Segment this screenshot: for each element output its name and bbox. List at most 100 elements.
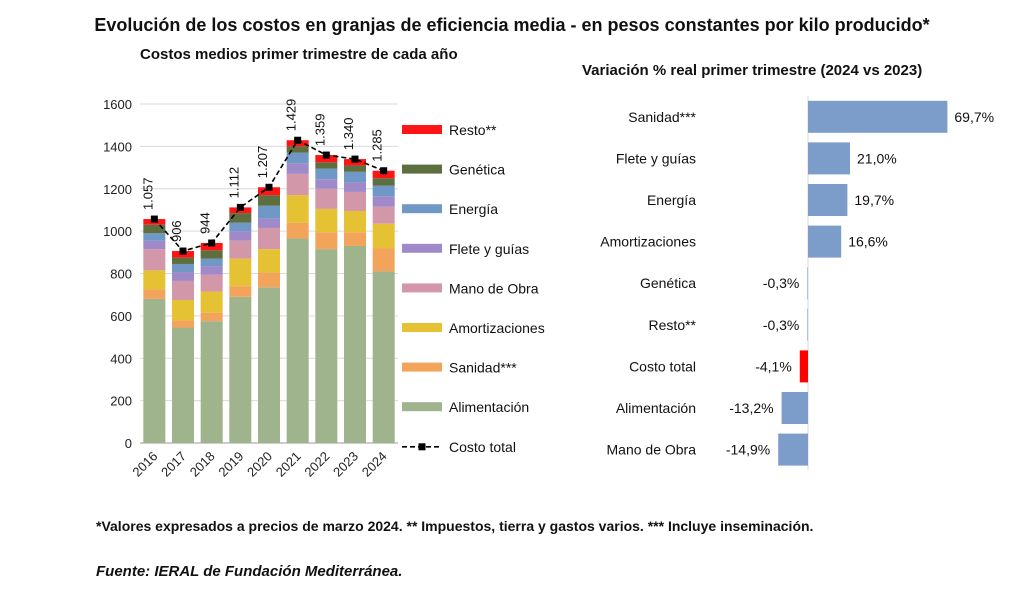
- legend-label: Energía: [449, 201, 498, 217]
- bar-segment: [143, 289, 166, 299]
- hbar: [808, 100, 948, 133]
- category-label: Energía: [647, 192, 696, 208]
- category-label: Resto**: [649, 317, 697, 333]
- hbar: [808, 142, 850, 175]
- bar-segment: [315, 155, 338, 163]
- total-cost-marker: [380, 167, 388, 175]
- legend-swatch: [402, 283, 442, 293]
- bar-segment: [286, 222, 309, 239]
- x-tick-label: 2020: [244, 449, 275, 480]
- bar-segment: [200, 258, 223, 267]
- x-tick-label: 2024: [359, 449, 390, 480]
- bar-segment: [315, 162, 338, 169]
- value-label: -4,1%: [755, 358, 792, 374]
- hbar: [807, 267, 808, 300]
- bar-segment: [286, 238, 309, 443]
- bar-segment: [229, 258, 252, 287]
- legend-swatch: [402, 125, 442, 134]
- bar-segment: [172, 263, 194, 273]
- total-cost-marker: [236, 203, 244, 211]
- category-label: Genética: [640, 275, 696, 291]
- bar-segment: [286, 146, 309, 153]
- x-tick-label: 2021: [273, 449, 304, 480]
- bar-segment: [143, 298, 166, 443]
- bar-segment: [258, 195, 280, 206]
- total-cost-label: 906: [169, 220, 184, 242]
- bar-segment: [344, 165, 366, 172]
- legend-swatch: [402, 164, 442, 174]
- y-tick-label: 1400: [103, 139, 132, 154]
- bar-segment: [229, 213, 252, 223]
- bar-segment: [200, 266, 223, 275]
- bar-segment: [315, 179, 338, 189]
- bar-segment: [229, 286, 252, 297]
- total-cost-marker: [208, 239, 216, 247]
- bar-segment: [200, 250, 223, 259]
- category-label: Flete y guías: [616, 150, 696, 166]
- bar-segment: [344, 182, 366, 192]
- bar-segment: [258, 249, 280, 273]
- bar-segment: [143, 270, 166, 290]
- total-cost-marker: [294, 136, 302, 144]
- category-label: Alimentación: [616, 400, 696, 416]
- bar-segment: [229, 222, 252, 232]
- bar-segment: [258, 205, 280, 219]
- bar-segment: [143, 249, 166, 271]
- value-label: 19,7%: [854, 192, 894, 208]
- bar-segment: [372, 223, 395, 249]
- bar-segment: [344, 210, 366, 233]
- legend-swatch: [402, 402, 442, 412]
- bar-segment: [172, 320, 194, 328]
- bar-segment: [344, 232, 366, 246]
- bar-segment: [143, 233, 166, 241]
- total-cost-label: 1.429: [284, 99, 299, 132]
- bar-segment: [344, 171, 366, 183]
- bar-segment: [200, 291, 223, 313]
- legend-label: Amortizaciones: [449, 320, 545, 336]
- total-cost-label: 1.359: [312, 114, 327, 147]
- bar-segment: [258, 218, 280, 228]
- total-cost-marker: [322, 151, 330, 159]
- bar-segment: [315, 168, 338, 180]
- footnote: *Valores expresados a precios de marzo 2…: [96, 518, 814, 534]
- bar-segment: [372, 248, 395, 272]
- bar-segment: [286, 163, 309, 174]
- left-chart-title: Costos medios primer trimestre de cada a…: [140, 46, 458, 63]
- total-cost-label: 944: [198, 212, 213, 234]
- bar-segment: [344, 245, 366, 443]
- category-label: Sanidad***: [628, 109, 696, 125]
- category-label: Amortizaciones: [600, 234, 696, 250]
- value-label: 69,7%: [954, 109, 994, 125]
- bar-segment: [143, 224, 166, 234]
- legend-line-marker: [418, 443, 426, 451]
- bar-segment: [372, 196, 395, 207]
- bar-segment: [372, 178, 395, 186]
- total-cost-marker: [351, 155, 359, 163]
- x-tick-label: 2019: [215, 449, 246, 480]
- legend-swatch: [402, 323, 442, 332]
- y-tick-label: 800: [110, 267, 132, 282]
- bar-segment: [172, 299, 194, 321]
- legend-label: Costo total: [449, 439, 516, 455]
- legend-swatch: [402, 204, 442, 214]
- legend-label: Alimentación: [449, 399, 529, 415]
- value-label: -0,3%: [763, 275, 800, 291]
- total-cost-label: 1.207: [255, 146, 270, 179]
- x-tick-label: 2023: [330, 449, 361, 480]
- bar-segment: [286, 152, 309, 164]
- bar-segment: [172, 280, 194, 300]
- hbar: [778, 433, 808, 466]
- legend-label: Sanidad***: [449, 360, 517, 376]
- bar-segment: [200, 242, 223, 251]
- bar-segment: [372, 206, 395, 224]
- hbar: [807, 308, 808, 341]
- value-label: -13,2%: [729, 400, 773, 416]
- y-tick-label: 1600: [103, 97, 132, 112]
- hbar: [781, 392, 808, 424]
- bar-segment: [143, 240, 166, 250]
- x-tick-label: 2016: [129, 449, 160, 480]
- bar-segment: [372, 271, 395, 443]
- hbar: [808, 225, 842, 258]
- y-tick-label: 600: [110, 309, 132, 324]
- y-tick-label: 1000: [103, 224, 132, 239]
